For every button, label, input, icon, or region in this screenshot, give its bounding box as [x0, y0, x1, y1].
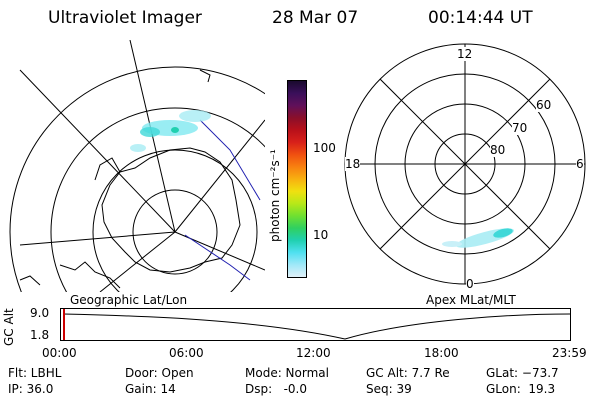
coastline-south-america: [59, 261, 121, 289]
lon-line: [19, 231, 176, 246]
status-mode: Mode: Normal: [245, 366, 329, 380]
lat-circle-60: [50, 107, 265, 292]
timeline-ytick-high: 9.0: [30, 306, 50, 320]
timeline-xtick-4: 23:59: [552, 346, 587, 360]
colorbar-tick-100: 100: [313, 141, 336, 155]
timeline-xtick-1: 06:00: [169, 346, 204, 360]
colorbar-tick-10: 10: [313, 228, 329, 242]
timeline-xtick-0: 00:00: [42, 346, 77, 360]
mlat-label-80: 80: [490, 143, 506, 157]
timeline-plot: [60, 308, 571, 341]
polar-plot: [344, 43, 586, 285]
mlat-label-70: 70: [512, 121, 528, 135]
mlt-label-18: 18: [345, 157, 361, 171]
date-label: 28 Mar 07: [272, 8, 359, 28]
instrument-title: Ultraviolet Imager: [48, 8, 202, 28]
timeline-axis-label: GC Alt: [2, 308, 16, 346]
lon-line: [99, 231, 176, 292]
gc-alt-curve: [62, 313, 571, 340]
status-ip: IP: 36.0: [8, 382, 54, 396]
mlt-label-12: 12: [457, 47, 473, 61]
coastline-island: [199, 69, 211, 83]
timeline-xtick-3: 18:00: [424, 346, 459, 360]
status-dsp: Dsp: -0.0: [245, 382, 308, 396]
timeline-frame: [60, 308, 571, 341]
lat-circle-50: [9, 66, 265, 292]
colorbar-unit-label: photon cm⁻²s⁻¹: [268, 149, 282, 242]
current-time-marker: [63, 309, 65, 340]
mlt-diagonal: [379, 78, 551, 250]
mlt-label-6: 6: [576, 157, 584, 171]
aurora-emission: [130, 110, 211, 152]
left-panel-caption: Geographic Lat/Lon: [70, 293, 188, 307]
mlat-label-60: 60: [536, 98, 552, 112]
coastline-island: [19, 275, 41, 286]
terminator-line: [199, 119, 261, 201]
time-label: 00:14:44 UT: [428, 8, 533, 28]
status-gc-alt: GC Alt: 7.7 Re: [366, 366, 450, 380]
coastline-antarctica: [101, 147, 241, 273]
status-glat: GLat: −73.7: [486, 366, 559, 380]
mlt-label-0: 0: [466, 277, 474, 291]
right-panel-caption: Apex MLat/MLT: [426, 293, 516, 307]
timeline-xtick-2: 12:00: [296, 346, 331, 360]
status-glon: GLon: 19.3: [486, 382, 556, 396]
status-door: Door: Open: [125, 366, 194, 380]
aurora-emission-polar: [442, 228, 515, 248]
lon-line: [174, 119, 265, 233]
status-filter: Flt: LBHL: [8, 366, 62, 380]
timeline-ytick-low: 1.8: [30, 328, 50, 342]
coastline-peninsula: [94, 157, 121, 181]
lat-circle-80: [132, 189, 218, 275]
geographic-map: [9, 40, 265, 292]
status-gain: Gain: 14: [125, 382, 176, 396]
terminator-line: [184, 234, 251, 281]
lon-line: [19, 69, 176, 233]
status-seq: Seq: 39: [366, 382, 412, 396]
colorbar: [287, 80, 307, 278]
